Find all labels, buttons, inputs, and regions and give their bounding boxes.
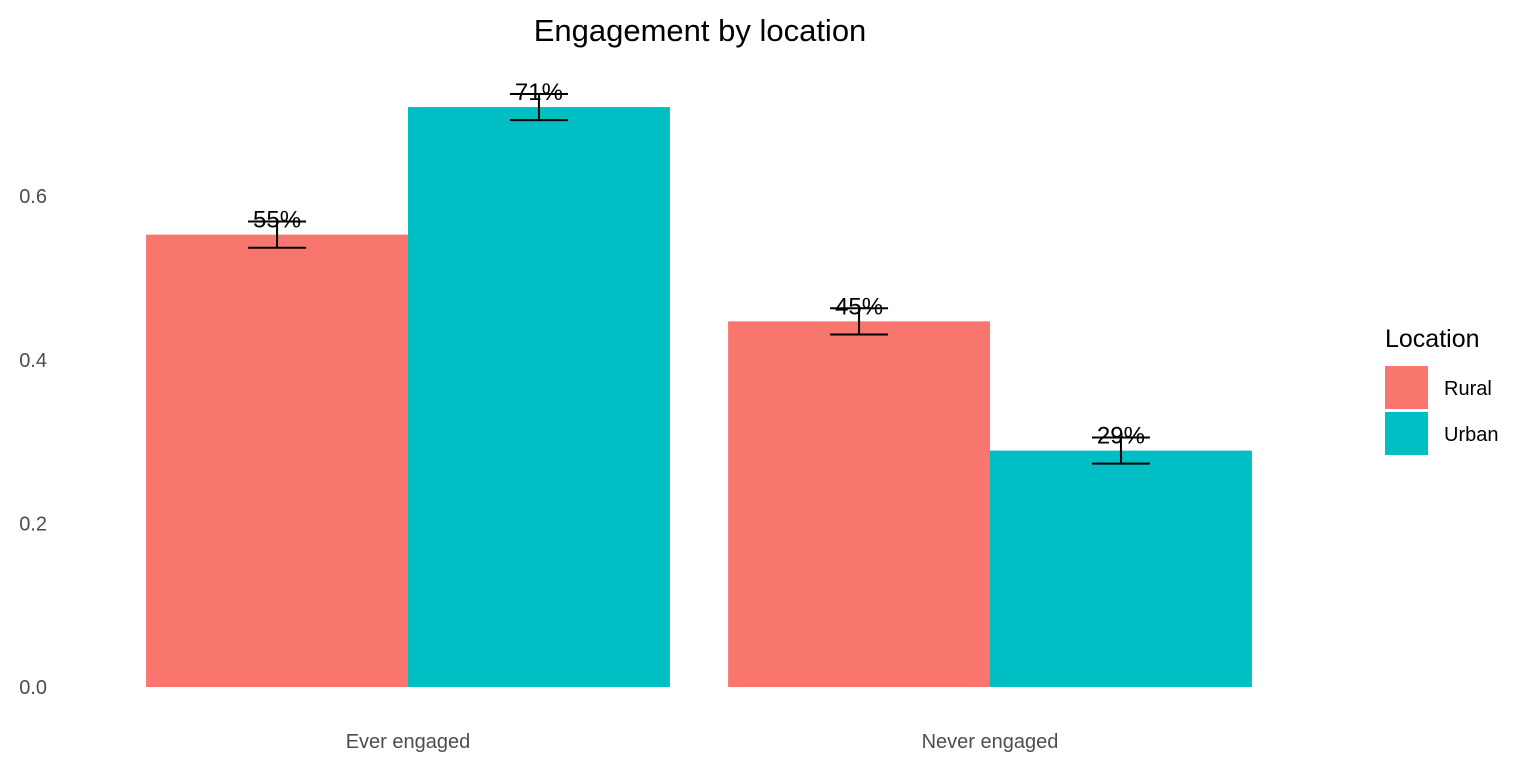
- legend-key-urban: [1385, 412, 1428, 455]
- legend: Location Rural Urban: [1385, 325, 1498, 455]
- legend-key-rural: [1385, 366, 1428, 409]
- bars-layer: [146, 107, 1252, 687]
- y-tick-label: 0.6: [19, 186, 47, 208]
- data-label: 55%: [253, 207, 301, 234]
- legend-label-rural: Rural: [1444, 378, 1492, 400]
- y-tick-label: 0.0: [19, 677, 47, 699]
- bar-urban: [408, 107, 670, 687]
- x-category-label: Ever engaged: [346, 731, 471, 753]
- bar-rural: [728, 321, 990, 687]
- y-tick-label: 0.2: [19, 513, 47, 535]
- y-tick-label: 0.4: [19, 350, 47, 372]
- data-label: 45%: [835, 293, 883, 320]
- x-axis: Ever engaged Never engaged: [346, 731, 1059, 753]
- data-label: 71%: [515, 79, 563, 106]
- bar-rural: [146, 234, 408, 687]
- bar-urban: [990, 450, 1252, 687]
- data-label: 29%: [1097, 423, 1145, 450]
- error-bars-layer: [248, 92, 1150, 465]
- legend-label-urban: Urban: [1444, 424, 1498, 446]
- x-category-label: Never engaged: [922, 731, 1059, 753]
- chart-title: Engagement by location: [534, 13, 867, 48]
- data-labels-layer: 55% 71% 45% 29%: [253, 79, 1145, 450]
- legend-title: Location: [1385, 325, 1480, 353]
- y-axis: 0.0 0.2 0.4 0.6: [19, 186, 47, 699]
